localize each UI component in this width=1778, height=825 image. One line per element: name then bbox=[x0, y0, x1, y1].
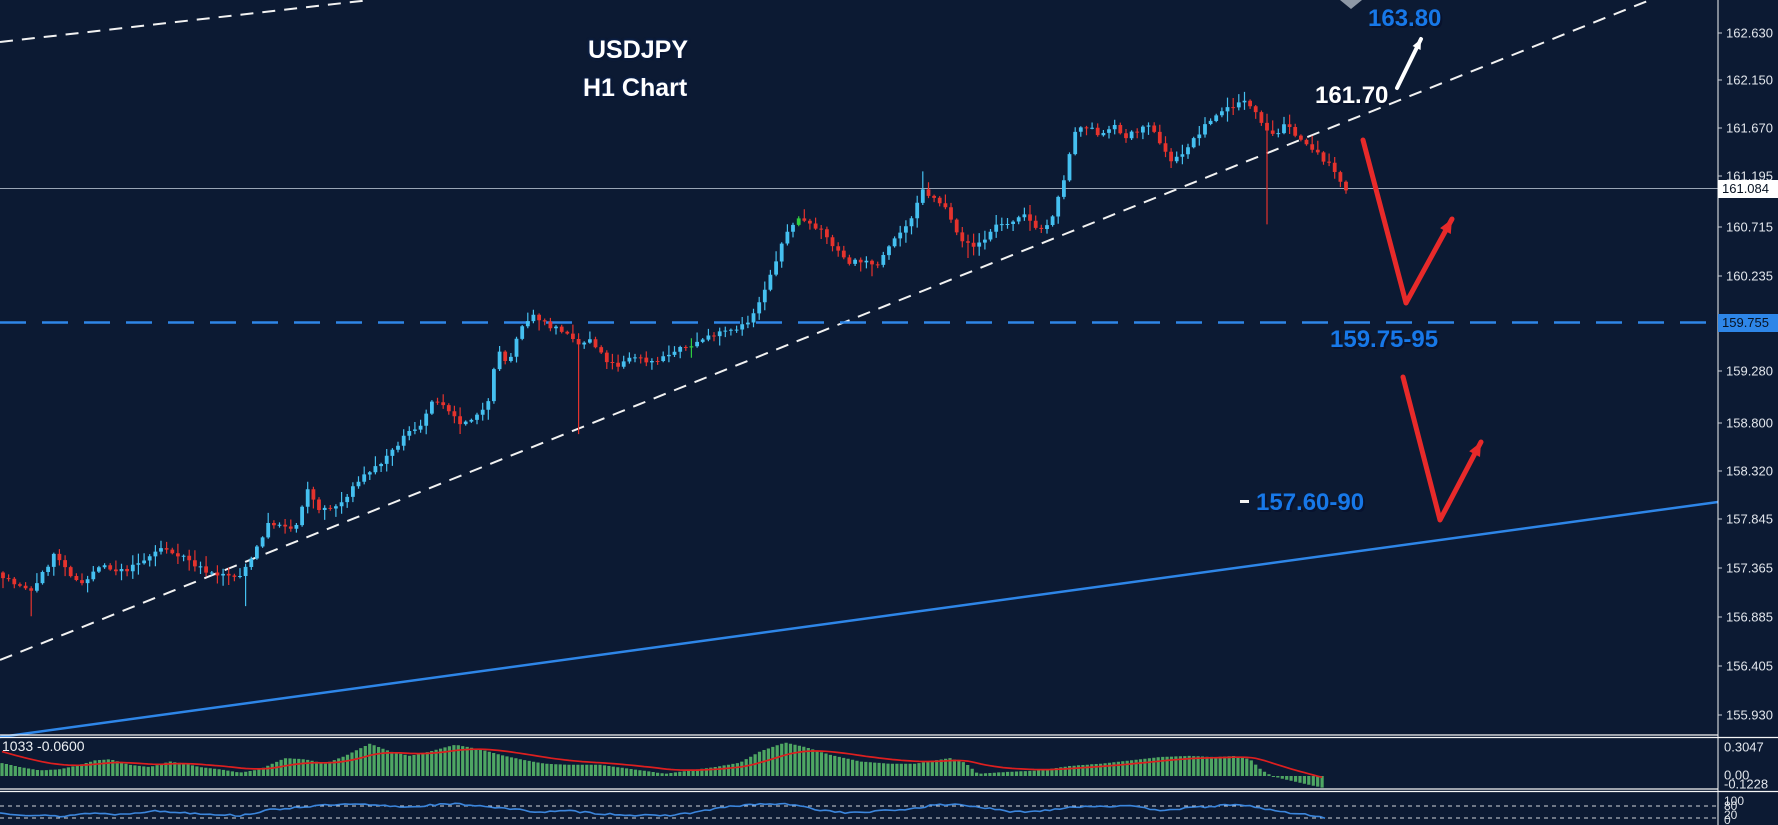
indicator-readout: 1033 -0.0600 bbox=[2, 738, 85, 754]
annotation-target-163-80: 163.80 bbox=[1368, 5, 1442, 32]
support-trendline bbox=[0, 500, 1719, 739]
price-tick-label: 156.405 bbox=[1726, 658, 1773, 674]
axis-tick bbox=[1718, 567, 1722, 569]
axis-tick bbox=[1718, 714, 1722, 716]
price-tick-label: 157.845 bbox=[1726, 511, 1773, 527]
annotation-zone-159-75-95: 159.75-95 bbox=[1330, 326, 1439, 353]
stoch-tick-label: 20 bbox=[1724, 808, 1738, 822]
red-drop-arrow-2 bbox=[1400, 374, 1484, 523]
axis-tick bbox=[1718, 422, 1722, 424]
current-price-badge: 161.084 bbox=[1718, 179, 1778, 198]
level-price-badge: 159.755 bbox=[1718, 313, 1778, 332]
price-tick-label: 155.930 bbox=[1726, 707, 1773, 723]
axis-tick bbox=[1718, 32, 1722, 34]
indicator-tick-label: 0.3047 bbox=[1724, 739, 1764, 755]
price-tick-label: 157.365 bbox=[1726, 560, 1773, 576]
price-tick-label: 159.280 bbox=[1726, 363, 1773, 379]
upper-channel-dashed bbox=[0, 0, 371, 43]
macd-signal-line bbox=[1, 748, 1323, 779]
price-tick-label: 160.715 bbox=[1726, 219, 1773, 235]
price-tick-label: 161.670 bbox=[1726, 120, 1773, 136]
red-drop-arrow bbox=[1360, 137, 1455, 306]
axis-tick bbox=[1718, 226, 1722, 228]
stoch-tick-label: 100 bbox=[1724, 794, 1745, 808]
stoch-tick-label: 0 bbox=[1724, 813, 1731, 825]
main-trend-dashed bbox=[0, 0, 1651, 661]
white-projection-arrow-head bbox=[1412, 39, 1421, 50]
price-tick-label: 158.800 bbox=[1726, 415, 1773, 431]
red-drop-arrow-2-head bbox=[1469, 442, 1481, 457]
annotation-zone-157-60-90: 157.60-90 bbox=[1256, 489, 1365, 516]
axis-tick bbox=[1718, 665, 1722, 667]
axis-tick bbox=[1718, 127, 1722, 129]
axis-tick bbox=[1718, 275, 1722, 277]
axis-tick bbox=[1718, 370, 1722, 372]
stochastic-line bbox=[0, 802, 1326, 820]
down-triangle-marker bbox=[1340, 0, 1362, 9]
symbol-title: USDJPY bbox=[588, 36, 689, 64]
price-tick-label: 162.150 bbox=[1726, 72, 1773, 88]
price-tick-label: 158.320 bbox=[1726, 463, 1773, 479]
axis-tick bbox=[1718, 518, 1722, 520]
axis-tick bbox=[1718, 175, 1722, 177]
indicator-tick-label: 0.00 bbox=[1724, 767, 1750, 783]
price-tick-label: 156.885 bbox=[1726, 609, 1773, 625]
axis-tick bbox=[1718, 470, 1722, 472]
red-drop-arrow-head bbox=[1440, 219, 1452, 234]
indicator-tick-label: -0.1228 bbox=[1724, 776, 1769, 792]
axis-tick bbox=[1718, 616, 1722, 618]
annotation-level-161-70: 161.70 bbox=[1315, 82, 1389, 109]
stoch-tick-label: 80 bbox=[1724, 799, 1738, 813]
price-tick-label: 162.630 bbox=[1726, 25, 1773, 41]
price-tick-label: 160.235 bbox=[1726, 268, 1773, 284]
annotation-tick-dash bbox=[1240, 500, 1249, 503]
axis-tick bbox=[1718, 79, 1722, 81]
timeframe-title: H1 Chart bbox=[583, 74, 688, 102]
